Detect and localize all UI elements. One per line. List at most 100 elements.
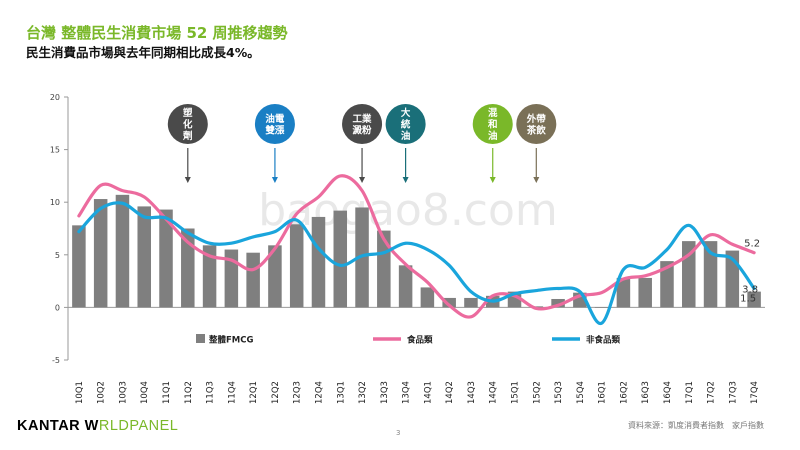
logo-text-kantar: KANTAR W	[17, 418, 99, 434]
event-label: 劑	[182, 130, 193, 142]
event-bubble	[385, 104, 426, 144]
bar-16Q2	[616, 277, 631, 308]
x-tick-label: 12Q2	[271, 381, 281, 404]
source-note: 資料來源：凱度消費者指數 家戶指數	[628, 421, 764, 430]
x-tick-label: 13Q4	[402, 381, 412, 404]
bar-17Q4	[747, 291, 761, 308]
bar-16Q1	[594, 307, 609, 308]
bar-12Q1	[246, 252, 260, 308]
x-tick-label: 17Q3	[728, 381, 738, 404]
x-tick-label: 10Q4	[140, 381, 150, 404]
x-tick-label: 11Q4	[227, 381, 237, 404]
event-bubble	[342, 104, 383, 144]
logo-text-worldpanel: RLDPANEL	[98, 418, 179, 434]
x-tick-label: 12Q1	[249, 381, 259, 404]
bar-16Q4	[660, 261, 674, 308]
end-label: 1.5	[740, 294, 756, 305]
y-tick-label: 20	[50, 93, 60, 102]
event-bubble	[167, 104, 208, 144]
chart-title: 台灣 整體民生消費市場 52 周推移趨勢	[26, 24, 288, 42]
y-tick-label: 10	[50, 198, 60, 207]
bar-11Q4	[224, 249, 239, 308]
x-tick-label: 13Q2	[358, 381, 368, 404]
event-label: 塑	[183, 107, 193, 119]
x-tick-label: 13Q1	[336, 381, 346, 404]
event-arrow-head	[184, 177, 191, 183]
x-tick-label: 14Q1	[423, 381, 433, 404]
x-tick-label: 10Q1	[75, 381, 85, 404]
y-tick-label: 15	[50, 146, 60, 155]
bar-17Q2	[703, 241, 718, 308]
legend-label: 整體FMCG	[209, 335, 254, 346]
event-label: 工業	[353, 113, 373, 125]
event-bubble	[254, 104, 295, 144]
watermark-text: baogao8.com	[258, 185, 558, 236]
event-label: 統	[401, 119, 411, 131]
x-tick-label: 15Q4	[576, 381, 586, 404]
bar-10Q1	[72, 225, 86, 308]
food-series-line	[77, 174, 756, 319]
legend-label: 非食品類	[586, 335, 621, 346]
x-tick-label: 11Q3	[206, 381, 216, 404]
bar-12Q3	[289, 224, 304, 308]
event-arrow-head	[271, 177, 278, 183]
bar-11Q3	[202, 245, 217, 308]
event-label: 油	[401, 130, 411, 142]
event-label: 油	[488, 130, 498, 142]
bar-16Q3	[638, 277, 652, 308]
bar-12Q2	[268, 245, 282, 308]
bar-13Q4	[398, 265, 413, 308]
x-tick-label: 17Q1	[685, 381, 695, 404]
event-label: 化	[183, 119, 193, 131]
x-tick-label: 10Q2	[97, 381, 107, 404]
bar-14Q3	[464, 297, 478, 308]
event-label: 油電	[265, 113, 285, 125]
y-tick-label: 5	[55, 251, 60, 260]
event-arrow-head	[359, 177, 366, 183]
bar-13Q3	[377, 230, 391, 308]
x-tick-label: 16Q4	[663, 381, 673, 404]
x-tick-label: 14Q4	[489, 381, 499, 404]
event-bubble	[516, 104, 557, 144]
x-tick-label: 16Q1	[598, 381, 608, 404]
x-tick-label: 14Q3	[467, 381, 477, 404]
chart-subtitle: 民生消費品市場與去年同期相比成長4%。	[26, 45, 260, 60]
x-tick-label: 12Q3	[293, 381, 303, 404]
bar-12Q4	[311, 216, 326, 308]
event-label: 大	[401, 107, 411, 119]
event-label: 雙漲	[265, 124, 285, 136]
legend-swatch-bar	[196, 334, 205, 343]
end-label: 5.2	[744, 239, 760, 250]
bar-15Q3	[551, 298, 565, 308]
x-tick-label: 15Q3	[554, 381, 564, 404]
x-tick-label: 17Q2	[707, 381, 717, 404]
bar-14Q1	[420, 287, 435, 308]
bar-11Q2	[181, 228, 195, 308]
bar-11Q1	[159, 209, 173, 308]
event-arrow-head	[402, 177, 409, 183]
bar-13Q1	[333, 210, 348, 308]
event-label: 混	[488, 107, 498, 119]
x-tick-label: 11Q2	[184, 381, 194, 404]
bar-14Q2	[442, 297, 456, 308]
event-label: 外帶	[526, 113, 547, 125]
legend-label: 食品類	[407, 335, 433, 346]
x-tick-label: 15Q1	[511, 381, 521, 404]
x-tick-label: 11Q1	[162, 381, 172, 404]
x-tick-label: 10Q3	[118, 381, 128, 404]
event-label: 澱粉	[353, 124, 373, 136]
y-tick-label: 0	[55, 303, 60, 312]
x-tick-label: 16Q2	[619, 381, 629, 404]
kantar-worldpanel-logo: KANTAR WRLDPANEL	[17, 418, 178, 434]
event-label: 茶飲	[526, 124, 547, 136]
end-label: 3.8	[742, 284, 758, 295]
event-bubble	[472, 104, 513, 144]
y-tick-label: -5	[52, 356, 60, 365]
x-tick-label: 14Q2	[445, 381, 455, 404]
x-tick-label: 12Q4	[314, 381, 324, 404]
bar-10Q3	[115, 194, 130, 308]
nonfood-series-line	[77, 201, 756, 325]
bar-10Q4	[137, 206, 151, 308]
x-tick-label: 16Q3	[641, 381, 651, 404]
